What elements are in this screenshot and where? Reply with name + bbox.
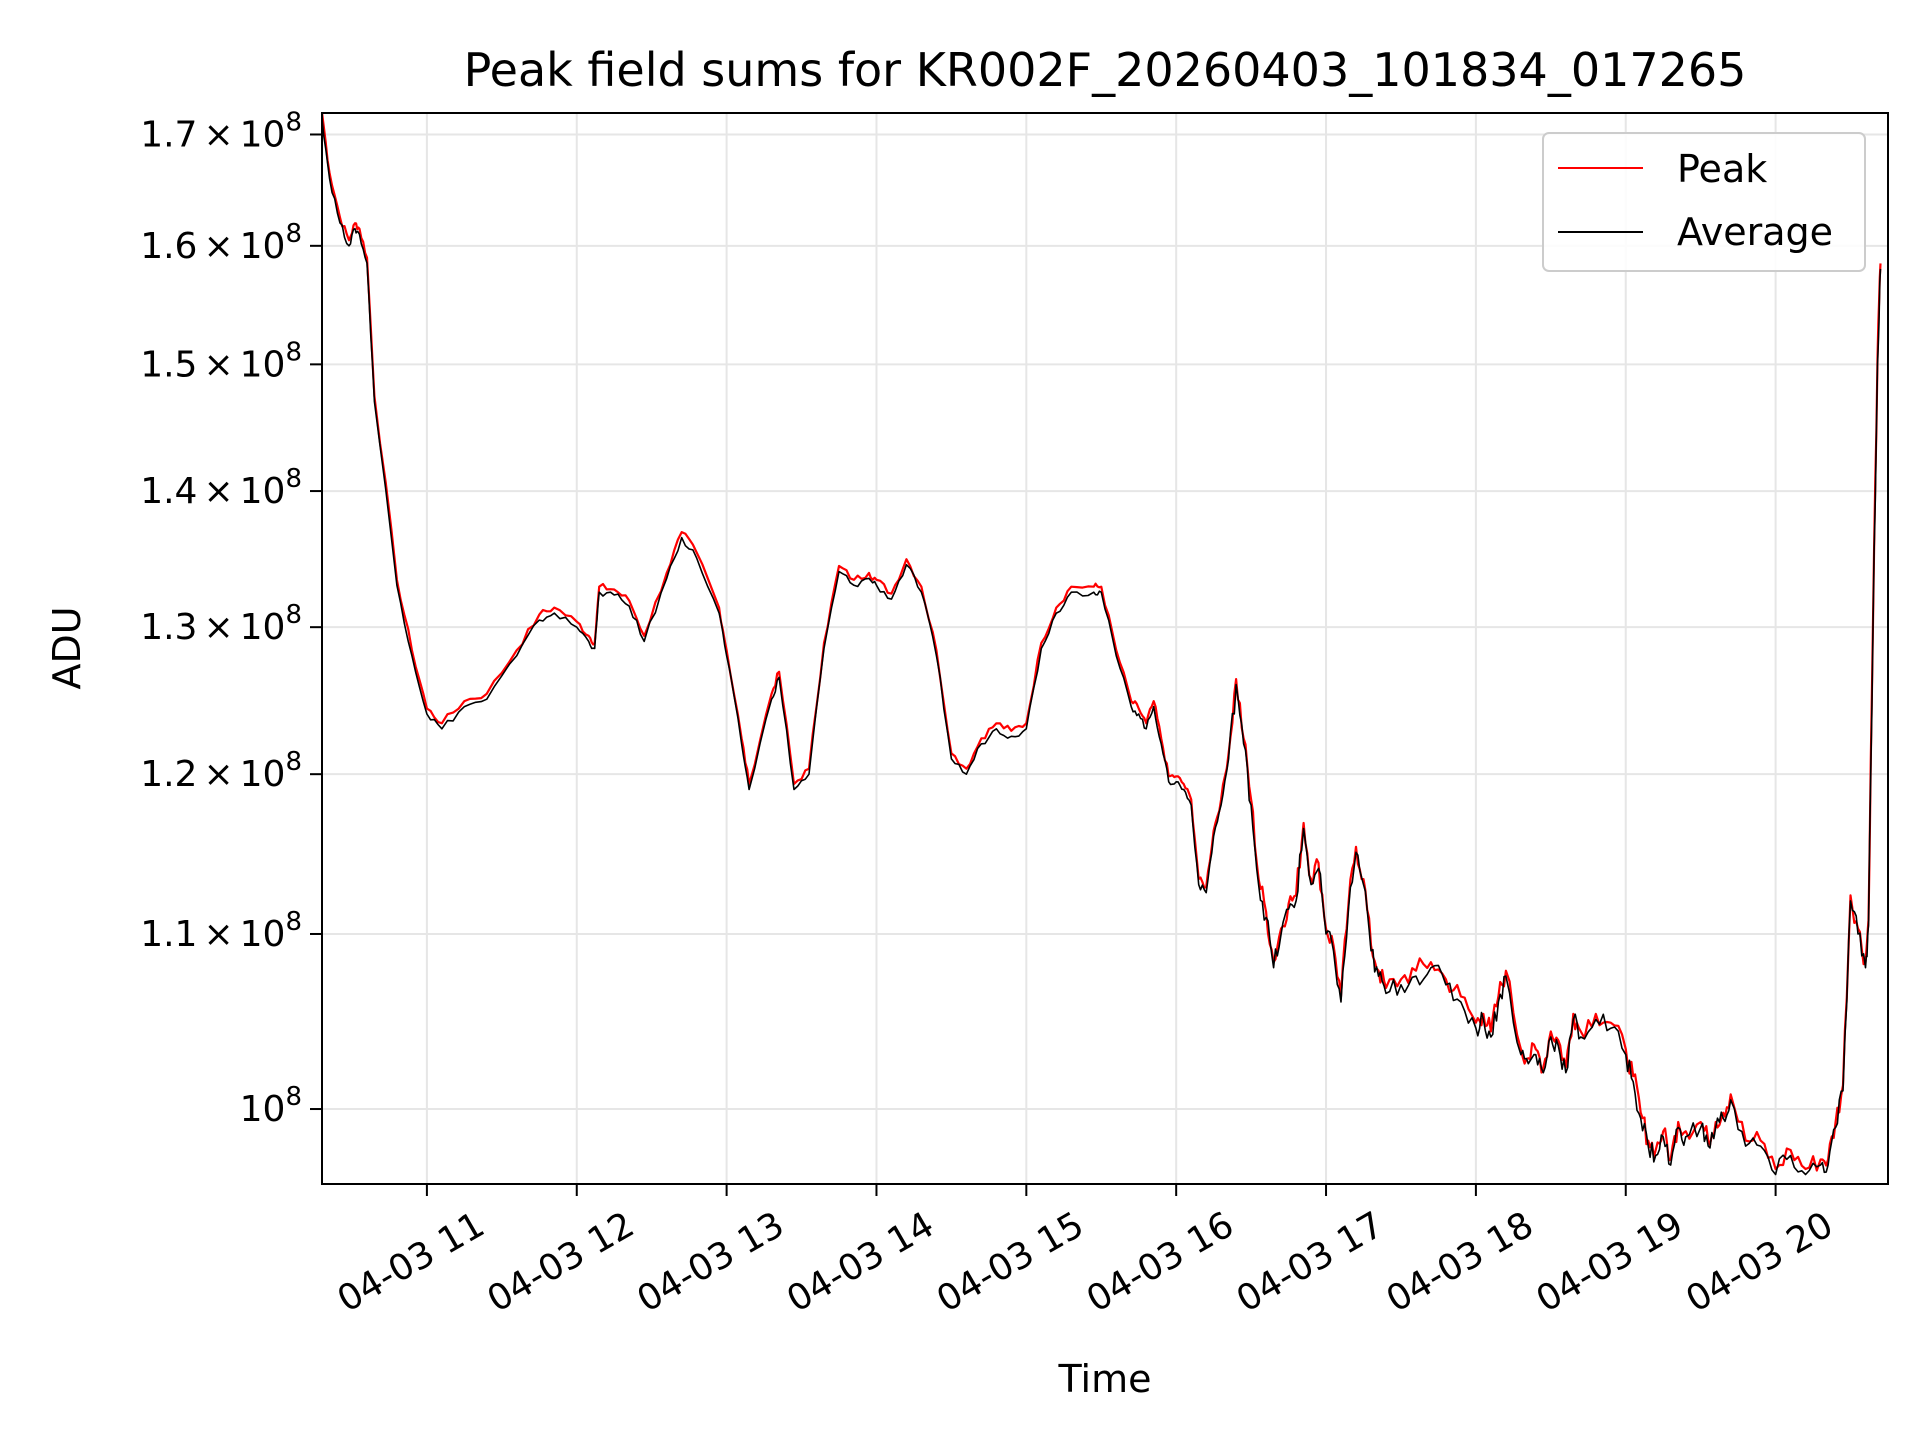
y-axis-label: ADU <box>45 606 89 689</box>
y-ticks: 108 1.1 × 108 1.2 × 108 1.3 × 108 1.4 × 108 1.5 × 108 1.… <box>140 107 322 1130</box>
y-tick-label: 1.1 × 108 <box>140 907 302 955</box>
legend-peak-label: Peak <box>1677 147 1767 191</box>
y-tick-label: 1.4 × 108 <box>140 464 302 512</box>
y-tick-label: 1.7 × 108 <box>140 107 302 155</box>
x-tick-label: 04-03 16 <box>1080 1204 1241 1320</box>
y-tick-label: 1.6 × 108 <box>140 219 302 267</box>
chart-title: Peak field sums for KR002F_20260403_1018… <box>464 43 1747 97</box>
x-tick-label: 04-03 18 <box>1380 1204 1541 1320</box>
x-tick-label: 04-03 14 <box>780 1204 941 1320</box>
y-tick-label: 1.3 × 108 <box>140 600 302 648</box>
x-tick-label: 04-03 17 <box>1230 1204 1391 1320</box>
series-line-average <box>321 118 1882 1176</box>
grid <box>322 113 1888 1184</box>
y-tick-label: 1.5 × 108 <box>140 337 302 385</box>
series-line-peak <box>320 112 1882 1172</box>
x-axis-label: Time <box>1058 1357 1152 1401</box>
y-tick-label: 108 <box>240 1082 302 1130</box>
x-tick-label: 04-03 13 <box>630 1204 791 1320</box>
plot-frame <box>321 112 1889 1185</box>
x-tick-label: 04-03 19 <box>1530 1204 1691 1320</box>
legend: Peak Average <box>1542 132 1866 272</box>
series-layer <box>320 112 1882 1176</box>
x-tick-label: 04-03 20 <box>1679 1204 1840 1320</box>
legend-average-label: Average <box>1677 210 1833 254</box>
x-tick-label: 04-03 12 <box>481 1204 642 1320</box>
x-tick-label: 04-03 15 <box>930 1204 1091 1320</box>
y-tick-label: 1.2 × 108 <box>140 747 302 795</box>
x-tick-label: 04-03 11 <box>331 1204 492 1320</box>
